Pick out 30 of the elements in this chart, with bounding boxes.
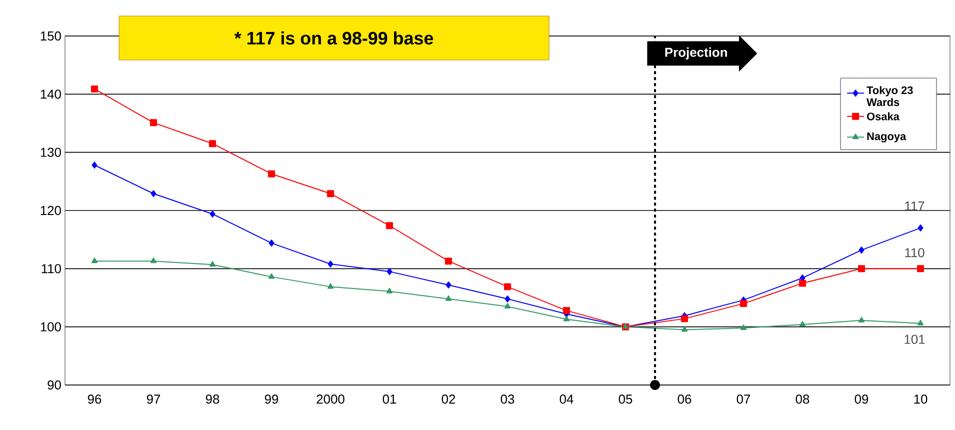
x-tick-label: 09 [854,394,868,404]
y-tick-label: 110 [42,264,61,274]
x-tick-label: 08 [796,394,810,404]
y-tick-label: 100 [40,322,61,332]
x-tick-label: 98 [206,394,220,404]
x-tick-label: 03 [500,394,514,404]
x-tick-label: 97 [146,394,160,404]
data-label: 110 [905,248,924,258]
y-tick-label: 120 [40,206,61,216]
x-tick-label: 99 [264,394,278,404]
data-label: 117 [905,201,924,210]
x-tick-label: 2000 [316,394,344,404]
x-tick-label: 06 [678,394,692,404]
y-tick-label: 150 [40,31,61,41]
annotation: * 117 is on a 98-99 base [234,31,434,45]
x-tick-label: 01 [382,394,396,404]
y-tick-label: 90 [48,380,61,390]
x-tick-label: 10 [914,394,928,404]
x-tick-label: 04 [560,394,574,404]
ref-line-label: Projection [665,47,727,60]
legend-label: Nagoya [867,132,906,142]
y-tick-label: 130 [40,148,61,157]
legend-label: Osaka [866,112,900,120]
x-tick-label: 05 [618,394,632,404]
y-tick-label: 140 [40,90,61,99]
x-tick-label: 96 [88,394,102,404]
x-tick-label: 02 [442,394,456,404]
data-label: 101 [904,334,925,344]
legend-label: Tokyo 23 Wards [866,86,913,106]
x-tick-label: 07 [736,394,750,404]
